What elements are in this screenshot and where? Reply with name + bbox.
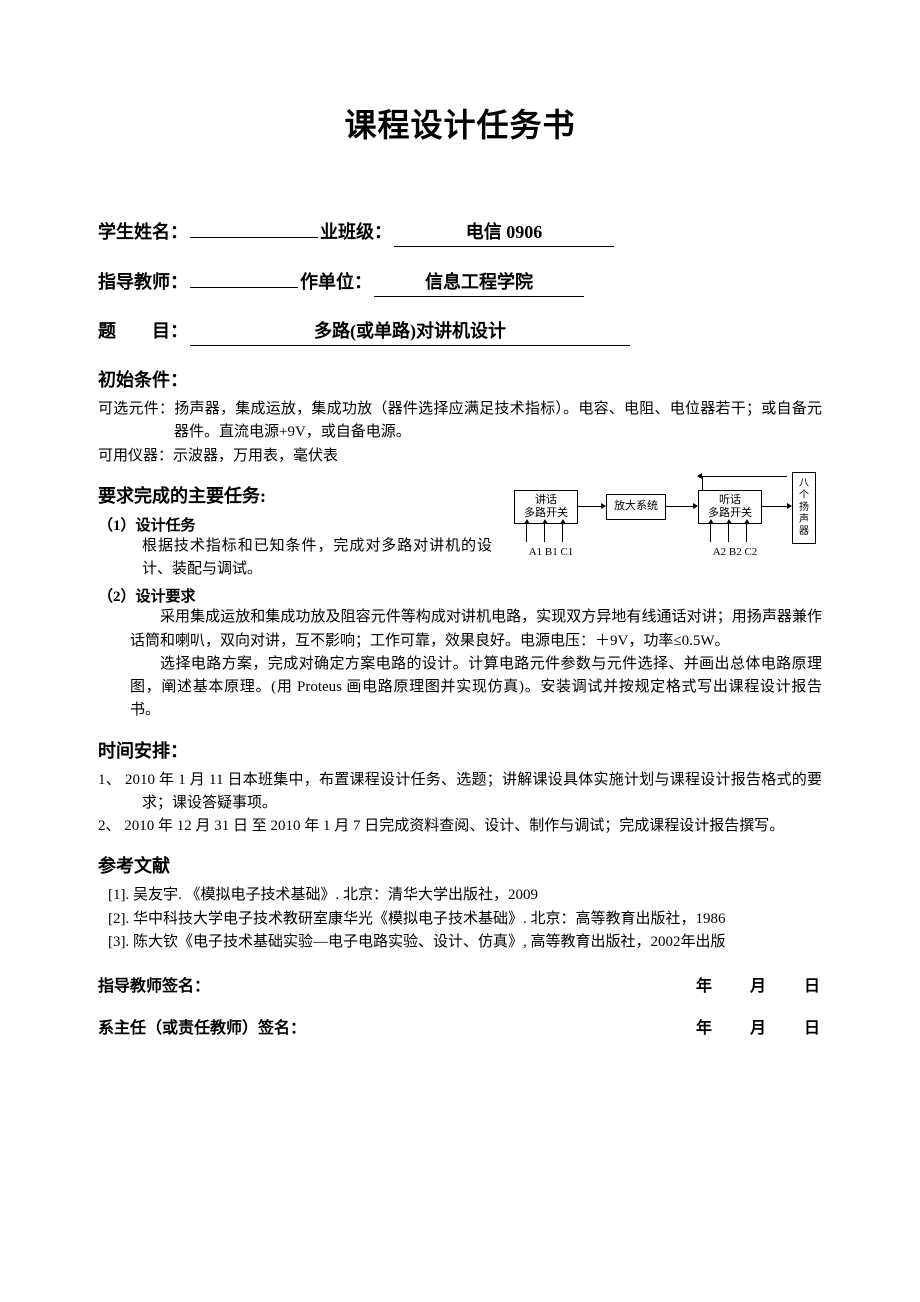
diagram-arrow-1	[577, 506, 601, 507]
schedule-head: 时间安排：	[98, 737, 822, 763]
task2-p1: 采用集成运放和集成功放及阻容元件等构成对讲机电路，实现双方异地有线通话对讲；用扬…	[98, 606, 822, 653]
teacher-row: 指导教师： 作单位： 信息工程学院	[98, 267, 822, 298]
diagram-box4-l2: 个	[793, 490, 815, 502]
diagram-arrow-2	[665, 506, 693, 507]
unit-value: 信息工程学院	[374, 268, 584, 297]
topic-value: 多路(或单路)对讲机设计	[190, 317, 630, 346]
task2-head: （2）设计要求	[98, 585, 822, 606]
teacher-signature-date: 年 月 日	[696, 972, 822, 996]
reference-1: [1]. 吴友宇. 《模拟电子技术基础》. 北京：清华大学出版社，2009	[98, 884, 822, 907]
topic-label: 题 目：	[98, 317, 188, 343]
diagram-box2-text: 放大系统	[607, 500, 665, 513]
diagram-feedback-v1	[702, 476, 703, 490]
diagram-box4-l4: 声	[793, 514, 815, 526]
diagram-in-a2	[710, 524, 711, 542]
diagram-labels-right: A2 B2 C2	[700, 546, 770, 558]
diagram-arrow-3	[761, 506, 787, 507]
initial-line1: 可选元件：扬声器，集成运放，集成功放（器件选择应满足技术指标）。电容、电阻、电位…	[98, 398, 822, 445]
diagram-in-c2	[746, 524, 747, 542]
student-name-label: 学生姓名：	[98, 218, 188, 244]
schedule-item-2: 2、 2010 年 12 月 31 日 至 2010 年 1 月 7 日完成资料…	[98, 815, 822, 838]
teacher-signature-label: 指导教师签名：	[98, 972, 210, 996]
diagram-box-amplifier: 放大系统	[606, 494, 666, 520]
diagram-in-b1	[544, 524, 545, 542]
page: 课程设计任务书 学生姓名： 业班级： 电信 0906 指导教师： 作单位： 信息…	[0, 0, 920, 1302]
task2-p2: 选择电路方案，完成对确定方案电路的设计。计算电路元件参数与元件选择、并画出总体电…	[98, 653, 822, 723]
diagram-box4-l1: 八	[793, 478, 815, 490]
diagram-box3-l1: 听话	[699, 494, 761, 507]
diagram-box1-l1: 讲话	[515, 494, 577, 507]
schedule-item-1: 1、 2010 年 1 月 11 日本班集中，布置课程设计任务、选题；讲解课设具…	[98, 769, 822, 816]
student-name-row: 学生姓名： 业班级： 电信 0906	[98, 216, 822, 247]
diagram-in-b2	[728, 524, 729, 542]
diagram-box4-l5: 器	[793, 526, 815, 538]
class-value: 电信 0906	[394, 218, 614, 247]
student-name-value	[190, 216, 318, 238]
reference-2: [2]. 华中科技大学电子技术教研室康华光《模拟电子技术基础》. 北京：高等教育…	[98, 908, 822, 931]
head-signature-row: 系主任（或责任教师）签名： 年 月 日	[98, 1014, 822, 1038]
references-head: 参考文献	[98, 852, 822, 878]
teacher-value	[190, 267, 298, 289]
diagram-labels-left: A1 B1 C1	[516, 546, 586, 558]
initial-line2: 可用仪器：示波器，万用表，毫伏表	[98, 445, 822, 468]
head-signature-label: 系主任（或责任教师）签名：	[98, 1014, 306, 1038]
diagram-feedback-h	[702, 476, 787, 477]
teacher-label: 指导教师：	[98, 268, 188, 294]
topic-row: 题 目： 多路(或单路)对讲机设计	[98, 317, 822, 346]
diagram-box-speakers: 八 个 扬 声 器	[792, 472, 816, 544]
teacher-signature-row: 指导教师签名： 年 月 日	[98, 972, 822, 996]
doc-title: 课程设计任务书	[98, 100, 822, 146]
diagram-in-c1	[562, 524, 563, 542]
initial-conditions-head: 初始条件：	[98, 366, 822, 392]
diagram-box4-l3: 扬	[793, 502, 815, 514]
block-diagram: 讲话 多路开关 放大系统 听话 多路开关 八 个 扬 声 器	[502, 468, 822, 583]
unit-label: 作单位：	[300, 268, 372, 294]
head-signature-date: 年 月 日	[696, 1014, 822, 1038]
class-label: 业班级：	[320, 218, 392, 244]
reference-3: [3]. 陈大钦《电子技术基础实验—电子电路实验、设计、仿真》, 高等教育出版社…	[98, 931, 822, 954]
diagram-in-a1	[526, 524, 527, 542]
